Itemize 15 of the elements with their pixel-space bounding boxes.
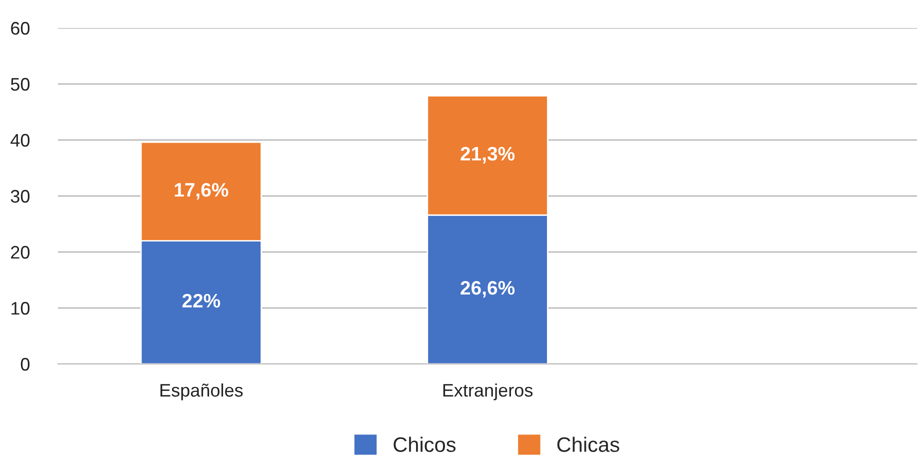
data-label: 17,6%	[174, 182, 228, 200]
x-tick-label: Extranjeros	[443, 383, 533, 400]
data-label: 26,6%	[460, 280, 515, 298]
y-tick-label: 10	[12, 302, 30, 315]
legend-label: Chicos	[394, 436, 456, 452]
y-tick-label: 30	[10, 190, 30, 203]
y-tick-label: 20	[11, 246, 30, 259]
x-tick-label: Españoles	[160, 383, 243, 400]
data-label: 21,3%	[460, 146, 515, 164]
y-tick-label: 60	[11, 22, 30, 35]
y-tick-label: 0	[20, 358, 30, 371]
y-tick-label: 50	[10, 78, 30, 91]
data-label: 22%	[182, 294, 220, 308]
y-tick-label: 40	[10, 134, 30, 147]
legend-label: Chicas	[557, 436, 620, 452]
